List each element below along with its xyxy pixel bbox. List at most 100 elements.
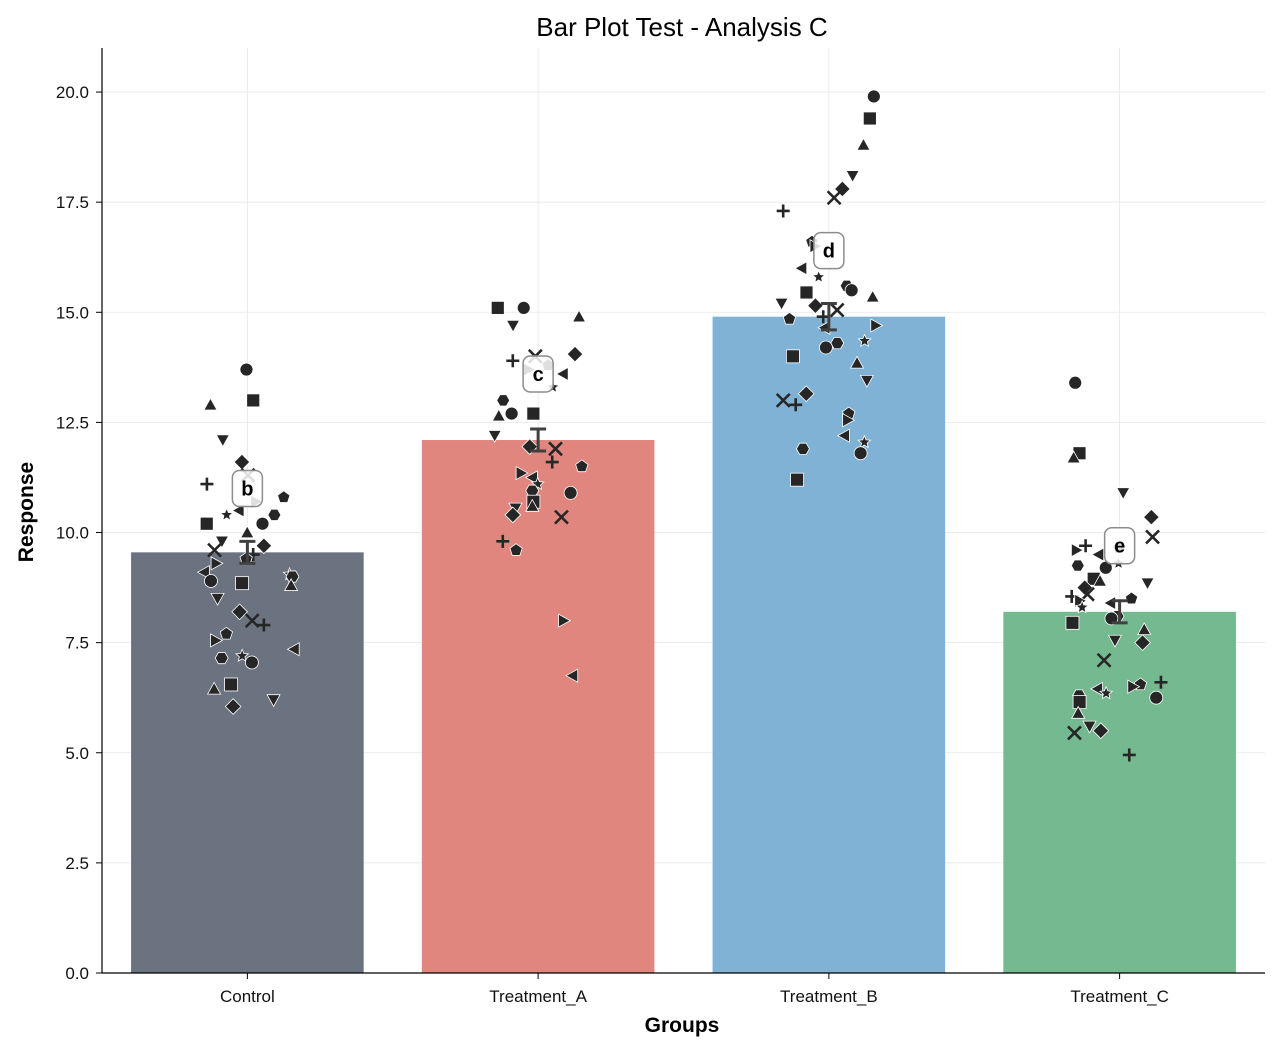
data-point [797,385,815,403]
data-point [224,698,242,715]
data-point [1098,685,1114,700]
data-point [1074,599,1090,614]
data-point [1122,748,1136,762]
data-point [487,430,502,443]
data-point [785,349,800,364]
data-point [811,269,826,284]
data-point [1092,722,1110,740]
data-point [231,503,245,518]
data-point [283,578,299,591]
data-point [1134,634,1151,652]
data-point [1082,720,1097,734]
data-point [210,592,225,606]
data-point [558,613,572,628]
y-tick-label: 15.0 [56,303,89,322]
y-tick-label: 10.0 [56,524,89,543]
x-tick-label: Control [220,987,275,1006]
data-point [775,392,791,408]
data-point [790,472,804,487]
data-point [1116,487,1131,501]
data-point [795,442,810,455]
data-point [866,89,881,104]
data-point [210,556,224,571]
data-point [1143,508,1160,526]
data-point [865,289,880,303]
data-point [829,302,845,318]
significance-letter: d [823,241,835,263]
y-tick-label: 0.0 [65,964,89,983]
data-point [219,626,233,640]
data-point [1103,595,1116,611]
data-point [1067,725,1082,741]
data-point [1065,615,1080,630]
data-point [266,694,281,708]
chart-title: Bar Plot Test - Analysis C [536,12,827,42]
data-point [776,204,790,218]
letter-layer: b c d e [231,231,1136,565]
data-point [206,681,222,695]
data-point [857,434,872,449]
data-point [496,394,511,407]
data-point [1071,542,1084,558]
bar-control [131,552,364,973]
data-point [870,318,884,333]
data-point [1071,705,1086,719]
data-point [214,535,230,549]
data-point [545,455,559,469]
data-point [267,508,282,521]
data-point [224,677,238,692]
data-point [204,574,218,588]
data-point [1107,634,1123,648]
data-point [1090,681,1103,697]
data-point [842,413,856,428]
y-tick-label: 12.5 [56,413,89,432]
y-tick-label: 5.0 [65,744,89,763]
data-point [506,354,520,368]
data-point [1127,679,1141,694]
bar-layer [131,316,1236,973]
data-point [1149,690,1164,705]
data-point [496,534,510,548]
bar-treatment-a [421,440,655,973]
data-point [234,648,250,662]
data-point [819,340,833,355]
data-point [799,285,814,300]
data-point [548,441,563,457]
significance-letter: b [241,478,253,500]
data-point [853,446,868,461]
y-tick-label: 7.5 [65,634,89,653]
data-point [566,345,584,363]
data-point [525,484,540,497]
data-point [836,428,850,443]
data-point [845,170,860,184]
y-tick-label: 2.5 [65,854,89,873]
axis-layer: 0.0 2.5 5.0 7.5 10.0 12.5 15.0 17.5 20.0 Control T… [56,48,1265,1006]
data-point [516,300,531,315]
data-point [277,490,291,503]
data-point [857,333,872,348]
data-point [235,576,249,591]
data-point [774,297,789,311]
significance-letter-box [522,355,554,393]
bar-treatment-c [1003,611,1236,973]
data-point [215,434,230,448]
data-point [1066,450,1081,464]
data-point [1092,573,1108,587]
data-point [862,111,877,126]
significance-letter: e [1114,536,1125,558]
data-point [859,374,875,388]
data-point [525,498,540,512]
data-point [1096,652,1112,668]
data-point [833,180,851,198]
x-axis-label: Groups [645,1014,720,1037]
data-point [789,398,803,412]
significance-letter: c [533,364,544,386]
x-tick-label: Treatment_B [780,987,878,1006]
data-point [200,477,214,491]
data-point [565,668,579,683]
significance-letter-box [813,231,845,270]
data-point [555,366,569,382]
data-point [1070,559,1085,572]
data-point [807,297,824,315]
x-tick-label: Treatment_A [489,987,587,1006]
